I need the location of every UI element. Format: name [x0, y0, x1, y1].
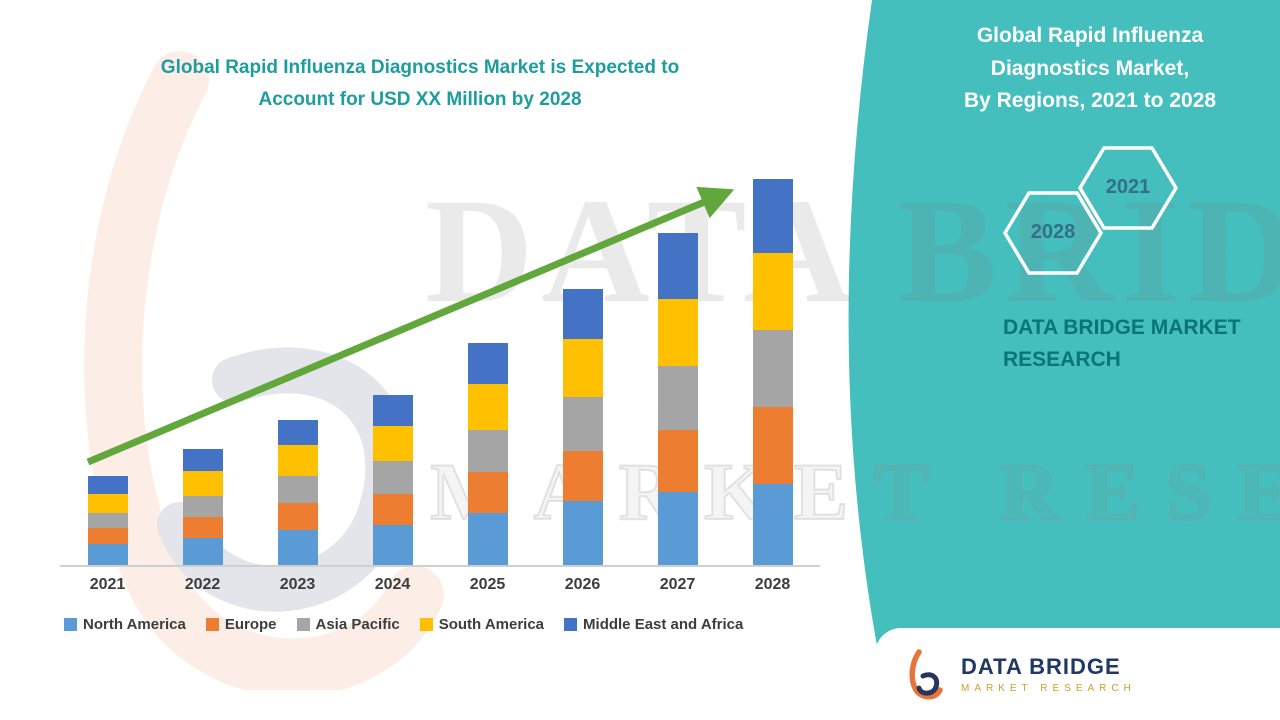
- bar-slot-2028: [725, 160, 820, 565]
- stacked-bar-2021: [87, 476, 128, 565]
- bar-segment-2024-europe: [372, 493, 413, 525]
- bar-segment-2027-asia-pacific: [657, 366, 698, 431]
- bar-segment-2028-europe: [752, 406, 793, 484]
- page-title: Global Rapid Influenza Diagnostics Marke…: [160, 57, 680, 111]
- bar-segment-2026-middle-east-and-africa: [562, 289, 603, 340]
- legend-swatch-icon: [205, 618, 219, 631]
- legend-label: Asia Pacific: [315, 616, 400, 633]
- bar-segment-2027-europe: [657, 430, 698, 492]
- stacked-bar-2026: [562, 289, 603, 565]
- stacked-bar-2025: [467, 343, 508, 565]
- bar-slot-2023: [250, 160, 345, 565]
- bar-segment-2024-north-america: [372, 524, 413, 565]
- hexagon-badges-icon: [1002, 146, 1179, 275]
- brand-text-block: DATA BRIDGE MARKET RESEARCH: [961, 654, 1136, 694]
- bar-segment-2028-middle-east-and-africa: [752, 179, 793, 253]
- bar-segment-2021-north-america: [87, 543, 128, 565]
- bar-segment-2023-middle-east-and-africa: [277, 420, 318, 446]
- stacked-bar-chart: 2021 2022 2023 2024 2025 2026 2027 2028 North A…: [60, 160, 820, 633]
- databridge-logo-icon: [909, 649, 943, 700]
- hexagon-year-2028: 2028: [1030, 221, 1076, 243]
- bar-segment-2021-asia-pacific: [87, 513, 128, 529]
- bar-segment-2022-asia-pacific: [182, 495, 223, 517]
- x-tick-2023: 2023: [279, 576, 316, 593]
- legend-item-europe: Europe: [205, 616, 277, 633]
- legend-swatch-icon: [296, 618, 310, 631]
- brand-tagline: MARKET RESEARCH: [961, 683, 1136, 694]
- bar-segment-2027-middle-east-and-africa: [657, 233, 698, 299]
- stacked-bar-2022: [182, 449, 223, 565]
- bar-segment-2025-europe: [467, 472, 508, 513]
- plot-area: [60, 160, 820, 567]
- panel-brand-caption: DATA BRIDGE MARKET RESEARCH: [1003, 316, 1241, 371]
- brand-name: DATA BRIDGE: [961, 654, 1121, 679]
- bar-segment-2027-north-america: [657, 491, 698, 565]
- x-axis-labels: 2021 2022 2023 2024 2025 2026 2027 2028: [60, 567, 820, 594]
- bar-segment-2023-south-america: [277, 445, 318, 477]
- x-tick-2021: 2021: [89, 576, 126, 593]
- legend-label: North America: [83, 616, 186, 633]
- legend-item-north-america: North America: [64, 616, 186, 633]
- bar-segment-2028-south-america: [752, 252, 793, 330]
- legend-swatch-icon: [564, 618, 578, 631]
- bar-slot-2021: [60, 160, 155, 565]
- x-tick-2026: 2026: [564, 576, 601, 593]
- bar-segment-2023-europe: [277, 503, 318, 531]
- chart-legend: North America Europe Asia Pacific South Ame…: [64, 616, 820, 633]
- panel-title: Global Rapid Influenza Diagnostics Marke…: [963, 24, 1217, 113]
- logo-card: DATA BRIDGE MARKET RESEARCH: [875, 628, 1280, 720]
- bar-segment-2026-europe: [562, 451, 603, 502]
- bar-segment-2025-asia-pacific: [467, 430, 508, 473]
- bar-slot-2022: [155, 160, 250, 565]
- bar-segment-2021-middle-east-and-africa: [87, 476, 128, 494]
- stacked-bar-2023: [277, 420, 318, 565]
- x-tick-2022: 2022: [184, 576, 221, 593]
- legend-swatch-icon: [419, 618, 433, 631]
- bar-segment-2025-south-america: [467, 383, 508, 431]
- bar-segment-2025-north-america: [467, 512, 508, 565]
- bar-segment-2022-middle-east-and-africa: [182, 449, 223, 471]
- legend-item-asia-pacific: Asia Pacific: [296, 616, 400, 633]
- bar-segment-2028-asia-pacific: [752, 329, 793, 407]
- legend-item-middle-east-and-africa: Middle East and Africa: [564, 616, 743, 633]
- x-tick-2025: 2025: [469, 576, 506, 593]
- bar-segment-2026-south-america: [562, 339, 603, 398]
- bar-segment-2024-asia-pacific: [372, 460, 413, 494]
- legend-label: Middle East and Africa: [583, 616, 744, 633]
- bar-segment-2021-south-america: [87, 493, 128, 514]
- bar-segment-2022-north-america: [182, 538, 223, 565]
- x-tick-2027: 2027: [659, 576, 696, 593]
- bar-slot-2025: [440, 160, 535, 565]
- stacked-bar-2027: [657, 233, 698, 565]
- bar-segment-2023-north-america: [277, 530, 318, 565]
- bar-segment-2027-south-america: [657, 298, 698, 367]
- bar-segment-2024-middle-east-and-africa: [372, 395, 413, 427]
- bar-segment-2026-asia-pacific: [562, 397, 603, 452]
- bar-slot-2027: [630, 160, 725, 565]
- bar-segment-2023-asia-pacific: [277, 476, 318, 504]
- bar-segment-2024-south-america: [372, 426, 413, 461]
- bar-slot-2026: [535, 160, 630, 565]
- bar-segment-2022-south-america: [182, 470, 223, 496]
- bar-segment-2021-europe: [87, 528, 128, 544]
- hexagon-year-2021: 2021: [1105, 176, 1151, 198]
- legend-swatch-icon: [64, 618, 77, 631]
- legend-label: South America: [438, 616, 545, 633]
- x-tick-2028: 2028: [754, 576, 791, 593]
- bar-segment-2025-middle-east-and-africa: [467, 343, 508, 384]
- bar-slot-2024: [345, 160, 440, 565]
- stacked-bar-2024: [372, 395, 413, 565]
- bar-segment-2022-europe: [182, 516, 223, 538]
- x-tick-2024: 2024: [374, 576, 411, 593]
- bar-segment-2028-north-america: [752, 484, 793, 565]
- bar-segment-2026-north-america: [562, 501, 603, 565]
- legend-label: Europe: [224, 616, 277, 633]
- stacked-bar-2028: [752, 179, 793, 565]
- legend-item-south-america: South America: [419, 616, 545, 633]
